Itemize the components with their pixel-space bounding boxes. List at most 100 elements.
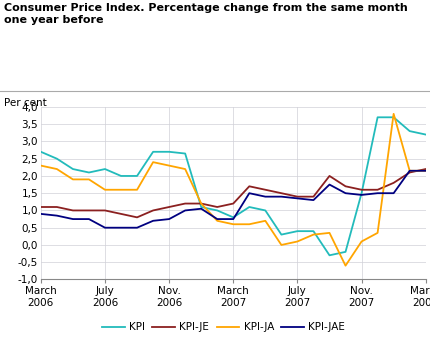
Line: KPI-JE: KPI-JE (41, 169, 426, 217)
KPI (118, 174, 123, 178)
KPI-JE (263, 188, 268, 192)
KPI-JA (38, 164, 43, 168)
Line: KPI-JA: KPI-JA (41, 114, 426, 266)
KPI (183, 151, 188, 156)
KPI-JAE (118, 226, 123, 230)
KPI-JE (71, 208, 76, 213)
KPI-JE (407, 170, 412, 175)
KPI-JA (247, 222, 252, 226)
KPI-JA (71, 177, 76, 181)
KPI-JA (54, 167, 59, 171)
KPI (263, 208, 268, 213)
Line: KPI: KPI (41, 117, 426, 255)
KPI (199, 205, 204, 209)
KPI (279, 233, 284, 237)
KPI-JA (327, 231, 332, 235)
KPI (166, 150, 172, 154)
KPI-JE (295, 195, 300, 199)
KPI-JA (199, 201, 204, 206)
KPI-JE (279, 191, 284, 195)
KPI-JAE (135, 226, 140, 230)
KPI-JE (215, 205, 220, 209)
KPI-JAE (54, 214, 59, 218)
KPI-JA (183, 167, 188, 171)
KPI-JA (230, 222, 236, 226)
KPI-JAE (263, 195, 268, 199)
KPI-JAE (407, 169, 412, 173)
KPI (71, 167, 76, 171)
Text: Consumer Price Index. Percentage change from the same month
one year before: Consumer Price Index. Percentage change … (4, 3, 408, 25)
KPI (423, 132, 428, 137)
KPI-JAE (102, 226, 108, 230)
KPI-JAE (38, 212, 43, 216)
KPI-JE (102, 208, 108, 213)
KPI-JAE (215, 217, 220, 221)
KPI-JAE (391, 191, 396, 195)
KPI-JA (279, 243, 284, 247)
KPI-JAE (327, 183, 332, 187)
KPI (391, 115, 396, 119)
KPI-JAE (423, 169, 428, 173)
KPI-JE (150, 208, 156, 213)
KPI-JA (423, 169, 428, 173)
KPI-JE (166, 205, 172, 209)
KPI-JAE (71, 217, 76, 221)
KPI (86, 170, 92, 175)
KPI-JE (343, 184, 348, 188)
KPI (150, 150, 156, 154)
KPI-JAE (230, 217, 236, 221)
KPI-JE (230, 201, 236, 206)
KPI-JE (199, 201, 204, 206)
KPI-JA (391, 112, 396, 116)
KPI-JA (343, 264, 348, 268)
Line: KPI-JAE: KPI-JAE (41, 171, 426, 228)
KPI-JAE (183, 208, 188, 213)
KPI-JAE (166, 217, 172, 221)
KPI (359, 191, 364, 195)
KPI-JA (86, 177, 92, 181)
KPI (54, 157, 59, 161)
KPI-JA (118, 188, 123, 192)
KPI-JA (215, 219, 220, 223)
KPI-JE (118, 212, 123, 216)
KPI-JA (375, 231, 380, 235)
KPI-JE (247, 184, 252, 188)
KPI-JAE (375, 191, 380, 195)
KPI-JAE (86, 217, 92, 221)
KPI-JA (102, 188, 108, 192)
KPI-JAE (150, 219, 156, 223)
KPI-JAE (359, 193, 364, 197)
KPI (375, 115, 380, 119)
KPI-JA (407, 169, 412, 173)
KPI (102, 167, 108, 171)
KPI (215, 208, 220, 213)
KPI-JE (183, 201, 188, 206)
Legend: KPI, KPI-JE, KPI-JA, KPI-JAE: KPI, KPI-JE, KPI-JA, KPI-JAE (98, 318, 350, 336)
KPI (135, 174, 140, 178)
KPI-JA (166, 164, 172, 168)
KPI-JA (311, 233, 316, 237)
KPI-JA (359, 239, 364, 244)
KPI-JE (86, 208, 92, 213)
KPI-JE (54, 205, 59, 209)
KPI-JAE (295, 196, 300, 200)
KPI-JE (38, 205, 43, 209)
KPI-JE (327, 174, 332, 178)
KPI (230, 215, 236, 219)
KPI-JA (135, 188, 140, 192)
KPI-JA (295, 239, 300, 244)
KPI (38, 150, 43, 154)
KPI-JA (263, 219, 268, 223)
KPI-JAE (343, 191, 348, 195)
KPI-JAE (279, 195, 284, 199)
KPI (295, 229, 300, 233)
Text: Per cent: Per cent (4, 98, 47, 108)
KPI (407, 129, 412, 133)
KPI-JE (311, 195, 316, 199)
KPI-JE (359, 188, 364, 192)
KPI-JAE (199, 207, 204, 211)
KPI-JA (150, 160, 156, 164)
KPI-JE (423, 167, 428, 171)
KPI-JAE (247, 191, 252, 195)
KPI-JE (391, 181, 396, 185)
